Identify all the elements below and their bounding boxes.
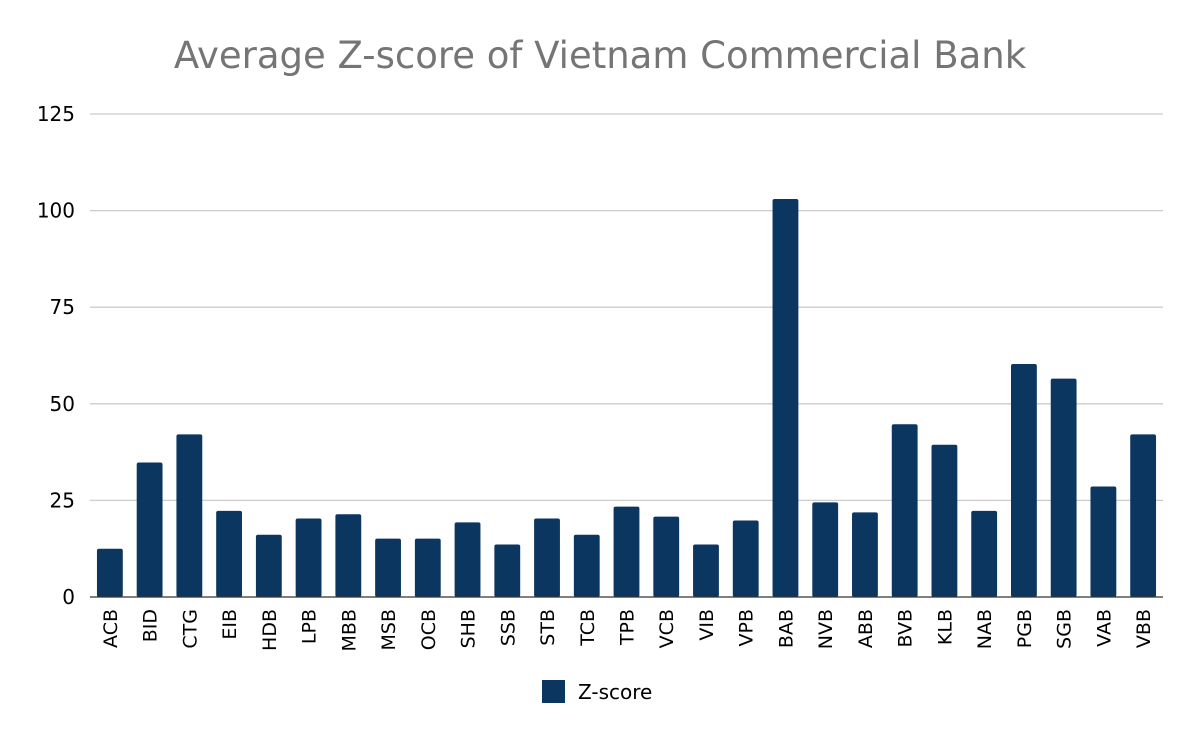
x-tick-label-ctg: CTG: [179, 609, 201, 649]
bar-ssb: [494, 544, 521, 597]
x-tick-label-lpb: LPB: [299, 609, 321, 644]
bar-vib: [693, 544, 719, 597]
x-tick-label-vab: VAB: [1093, 609, 1115, 647]
y-tick-label-50: 50: [50, 392, 75, 416]
bar-abb: [852, 512, 878, 597]
bar-lpb: [295, 518, 322, 597]
x-tick-label-pgb: PGB: [1014, 609, 1036, 648]
x-tick-label-vpb: VPB: [736, 609, 758, 647]
y-tick-label-125: 125: [37, 102, 75, 126]
bar-ocb: [414, 538, 441, 597]
legend-swatch-z-score: [542, 680, 565, 703]
legend: Z-score: [542, 680, 652, 704]
bar-bvb: [891, 424, 918, 597]
chart-title: Average Z-score of Vietnam Commercial Ba…: [174, 34, 1027, 77]
bar-stb: [534, 518, 560, 597]
bar-sgb: [1050, 378, 1077, 597]
x-tick-label-stb: STB: [537, 609, 559, 646]
bar-shb: [454, 522, 481, 597]
bar-pgb: [1010, 364, 1037, 597]
x-axis-ticks: ACB BID CTG EIB HDB LPB MBB MSB OCB SHB SSB STB TCB T…: [100, 609, 1155, 651]
x-tick-label-shb: SHB: [458, 609, 480, 648]
x-tick-label-klb: KLB: [934, 609, 956, 645]
y-tick-label-75: 75: [50, 295, 75, 319]
bar-vab: [1090, 486, 1117, 597]
bar-mbb: [335, 514, 362, 597]
x-tick-label-hdb: HDB: [259, 609, 281, 651]
x-tick-label-vcb: VCB: [656, 609, 678, 648]
x-tick-label-vib: VIB: [696, 609, 718, 641]
x-tick-label-msb: MSB: [378, 609, 400, 651]
bar-vpb: [732, 520, 759, 597]
x-tick-label-eib: EIB: [219, 609, 241, 640]
x-tick-label-bab: BAB: [775, 609, 797, 648]
bar-nvb: [812, 502, 839, 597]
x-tick-label-nab: NAB: [974, 609, 996, 649]
x-tick-label-tcb: TCB: [577, 609, 599, 647]
x-tick-label-ocb: OCB: [418, 609, 440, 650]
bar-tcb: [573, 534, 600, 597]
y-axis-ticks: 0 25 50 75 100 125: [37, 102, 75, 609]
bar-eib: [216, 510, 243, 597]
bars: [96, 199, 1157, 597]
y-tick-label-0: 0: [62, 585, 75, 609]
x-tick-label-bid: BID: [140, 609, 162, 642]
bar-tpb: [613, 506, 640, 597]
y-tick-label-100: 100: [37, 199, 75, 223]
bar-vcb: [653, 516, 680, 597]
x-tick-label-tpb: TPB: [617, 609, 639, 646]
bar-bid: [136, 462, 163, 597]
bar-hdb: [255, 534, 282, 597]
x-tick-label-ssb: SSB: [497, 609, 519, 646]
bar-msb: [375, 538, 401, 597]
bar-klb: [931, 444, 958, 597]
bar-ctg: [176, 434, 203, 597]
x-tick-label-nvb: NVB: [815, 609, 837, 649]
x-tick-label-acb: ACB: [100, 609, 122, 648]
bar-nab: [971, 510, 998, 597]
x-tick-label-abb: ABB: [855, 609, 877, 648]
bar-vbb: [1130, 434, 1157, 597]
x-tick-label-bvb: BVB: [895, 609, 917, 647]
gridlines: [90, 113, 1163, 502]
bar-bab: [772, 199, 799, 597]
legend-label-z-score: Z-score: [578, 680, 652, 704]
x-tick-label-sgb: SGB: [1054, 609, 1076, 649]
bar-acb: [96, 548, 123, 597]
x-tick-label-mbb: MBB: [338, 609, 360, 651]
y-tick-label-25: 25: [50, 488, 75, 512]
x-tick-label-vbb: VBB: [1133, 609, 1155, 648]
